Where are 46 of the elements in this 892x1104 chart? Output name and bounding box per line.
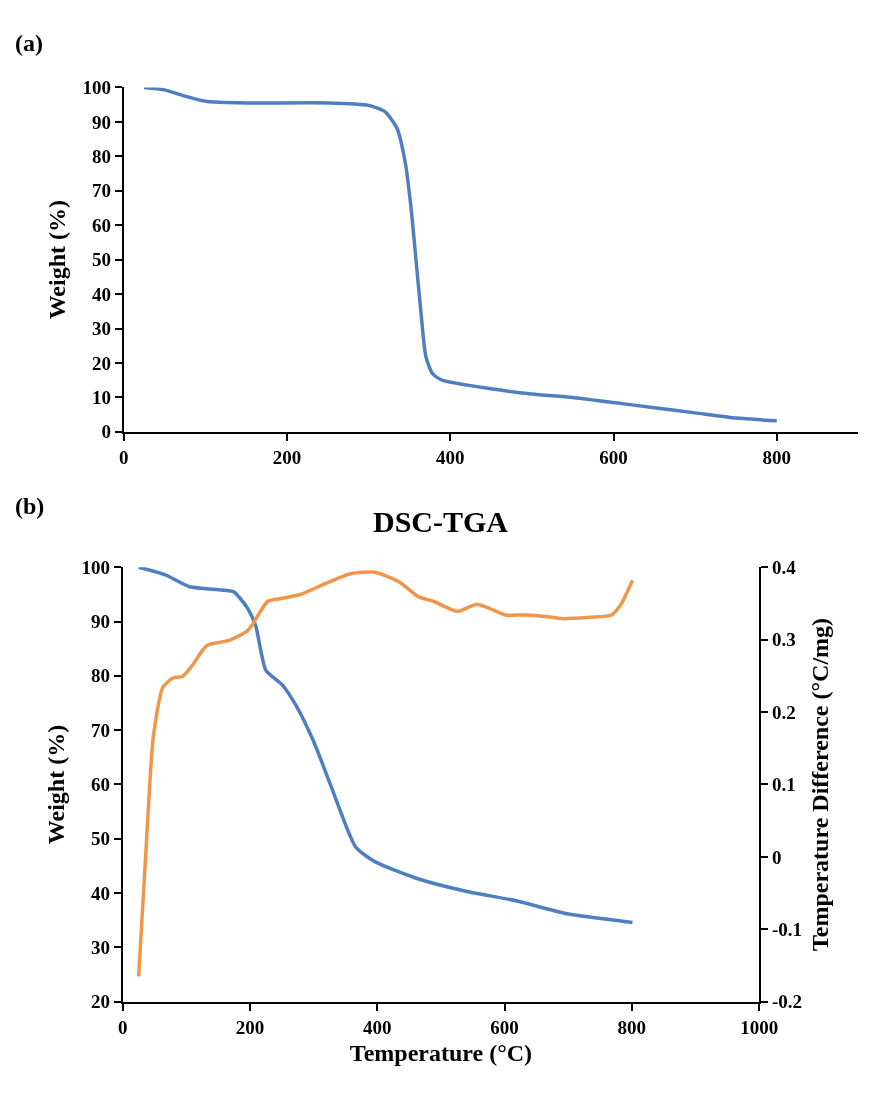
y-tick-label: 40 [91,283,111,305]
y-tick-label: 20 [91,352,111,374]
y-tick-label: 80 [90,665,110,687]
y2-tick-label: -0.2 [771,991,803,1013]
x-tick-label: 400 [363,1016,392,1038]
y2-axis-title: Temperature Difference (°C/mg) [806,617,833,952]
y2-tick-label: 0.3 [771,629,796,651]
x-tick-label: 600 [490,1016,519,1038]
y-tick-label: 60 [91,214,111,236]
y-tick-label: 30 [91,318,111,340]
x-tick-label: 200 [235,1016,265,1038]
text: (a) [15,30,43,56]
y-tick-label: 80 [91,146,111,168]
x-tick-label: 800 [762,446,792,468]
y-tick-label: 50 [91,249,111,271]
x-axis-title: Temperature (°C) [349,1040,533,1067]
y-axis-title: Weight (%) [44,199,71,320]
y-tick-label: 60 [90,774,110,796]
x-tick-label: 0 [117,1016,128,1038]
x-tick-label: 0 [118,446,129,468]
y-tick-label: 40 [90,882,110,904]
x-tick-label: 800 [617,1016,647,1038]
x-tick-label: 200 [272,446,302,468]
y2-tick-label: 0.1 [771,774,796,796]
x-tick-label: 1000 [740,1016,779,1038]
y-tick-label: 10 [91,387,111,409]
y-tick-label: 20 [90,991,110,1013]
y-tick-label: 50 [90,828,110,850]
y-tick-label: 90 [90,611,110,633]
line-series [142,87,779,423]
y2-tick-label: 0.2 [771,701,796,723]
y-tick-label: 70 [91,180,111,202]
y-tick-label: 30 [90,937,110,959]
y-tick-label: 100 [81,556,110,578]
x-tick-label: 400 [436,446,465,468]
x-tick-label: 600 [599,446,628,468]
y2-tick-label: 0 [771,846,782,868]
y-axis-title: Weight (%) [43,724,70,845]
y2-tick-label: 0.4 [771,556,797,578]
y-tick-label: 0 [101,421,111,443]
chart-title: DSC-TGA [373,505,509,538]
y2-tick-label: -0.1 [771,918,803,940]
y-tick-label: 70 [90,719,110,741]
y-tick-label: 100 [82,77,111,99]
text: (b) [15,493,45,519]
y-tick-label: 90 [91,111,111,133]
